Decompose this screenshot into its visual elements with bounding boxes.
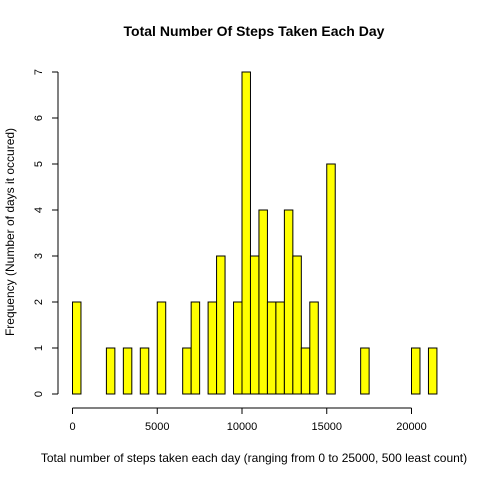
- histogram-bar: [258, 209, 268, 395]
- y-tick-label: 4: [33, 207, 45, 213]
- histogram-bar: [427, 347, 438, 395]
- histogram-bar: [216, 255, 226, 395]
- y-tick-label: 1: [33, 345, 45, 351]
- histogram-bar: [326, 163, 336, 395]
- x-tick-label: 20000: [396, 421, 427, 433]
- x-axis-label: Total number of steps taken each day (ra…: [41, 451, 467, 465]
- histogram-bar: [283, 209, 294, 395]
- histogram-bar: [233, 301, 243, 395]
- histogram-bar: [266, 301, 277, 395]
- x-tick-label: 5000: [145, 421, 169, 433]
- histogram-bar: [300, 347, 311, 395]
- histogram-bar: [105, 347, 116, 395]
- histogram-bar: [122, 347, 133, 395]
- y-tick-label: 2: [33, 299, 45, 305]
- y-tick-label: 5: [33, 161, 45, 167]
- histogram-bar: [156, 301, 167, 395]
- histogram-bar: [207, 301, 218, 395]
- histogram-bar: [360, 347, 370, 395]
- histogram-bar: [309, 301, 319, 395]
- histogram-bar: [139, 347, 150, 395]
- x-tick-label: 15000: [311, 421, 342, 433]
- y-axis-label: Frequency (Number of days it occured): [3, 128, 17, 336]
- y-tick-label: 0: [33, 391, 45, 397]
- histogram-bars: [72, 71, 438, 395]
- y-tick-label: 7: [33, 69, 45, 75]
- histogram-bar: [190, 301, 201, 395]
- histogram-bar: [411, 347, 421, 395]
- histogram-bar: [275, 301, 285, 395]
- histogram-bar: [249, 255, 260, 395]
- y-tick-label: 3: [33, 253, 45, 259]
- histogram-bar: [241, 71, 251, 395]
- histogram-bar: [182, 347, 192, 395]
- histogram-bar: [292, 255, 302, 395]
- y-tick-label: 6: [33, 115, 45, 121]
- x-axis: 0 5000 10000 15000 20000: [69, 407, 427, 433]
- histogram-bar: [72, 301, 82, 395]
- y-axis: 0 1 2 3 4 5 6 7: [33, 69, 59, 397]
- chart-title: Total Number Of Steps Taken Each Day: [124, 23, 385, 39]
- x-tick-label: 10000: [227, 421, 258, 433]
- x-tick-label: 0: [69, 421, 75, 433]
